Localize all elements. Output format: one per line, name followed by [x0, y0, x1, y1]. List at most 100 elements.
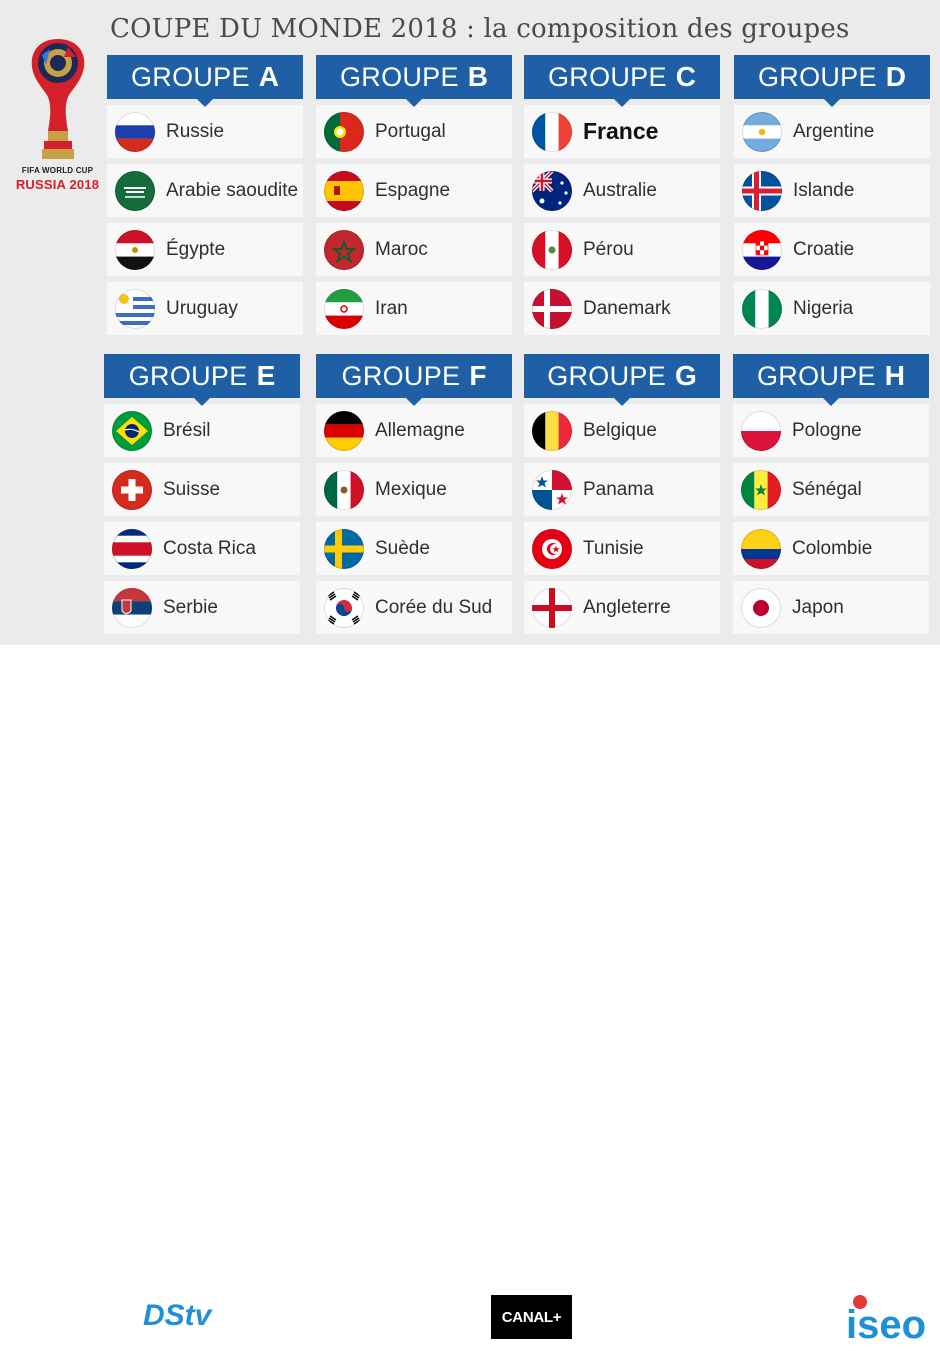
colombia-flag-icon — [741, 528, 781, 569]
group-word: GROUPE — [128, 360, 248, 391]
japan-flag-icon — [741, 587, 781, 628]
team-row-spain: Espagne — [316, 164, 512, 217]
team-row-uruguay: Uruguay — [107, 282, 303, 335]
team-name: Suisse — [163, 478, 221, 500]
group-c: GROUPE C France Australie Pérou Danemark — [524, 55, 720, 335]
group-e: GROUPE E Brésil Suisse Costa Rica Serbie — [104, 354, 300, 634]
team-name: Panama — [583, 478, 654, 500]
team-name: Iran — [375, 297, 408, 319]
croatia-flag-icon — [742, 229, 782, 270]
team-row-iran: Iran — [316, 282, 512, 335]
dstv-text: DStv — [143, 1299, 214, 1332]
group-f: GROUPE F Allemagne Mexique Suède Corée du Sud — [316, 354, 512, 634]
team-row-sweden: Suède — [316, 522, 512, 575]
logo-fifa-text: FIFA WORLD CUP — [21, 166, 94, 175]
poland-flag-icon — [741, 410, 781, 451]
team-row-serbia: Serbie — [104, 581, 300, 634]
team-row-switzerland: Suisse — [104, 463, 300, 516]
group-h: GROUPE H Pologne Sénégal Colombie Japon — [733, 354, 929, 634]
group-header: GROUPE D — [734, 55, 930, 107]
uruguay-flag-icon — [115, 288, 155, 329]
australia-flag-icon — [532, 170, 572, 211]
team-row-germany: Allemagne — [316, 404, 512, 457]
group-a: GROUPE A Russie Arabie saoudite Égypte Urugua… — [107, 55, 303, 335]
belgium-flag-icon — [532, 410, 572, 451]
team-row-senegal: Sénégal — [733, 463, 929, 516]
russia-flag-icon — [115, 111, 155, 152]
team-row-nigeria: Nigeria — [734, 282, 930, 335]
morocco-flag-icon — [324, 229, 364, 270]
england-flag-icon — [532, 587, 572, 628]
iceland-flag-icon — [742, 170, 782, 211]
group-word: GROUPE — [339, 61, 459, 92]
team-row-japan: Japon — [733, 581, 929, 634]
costa-rica-flag-icon — [112, 528, 152, 569]
page-title: COUPE DU MONDE 2018 : la composition des… — [110, 14, 850, 44]
team-row-peru: Pérou — [524, 223, 720, 276]
team-row-colombia: Colombie — [733, 522, 929, 575]
group-letter: F — [469, 360, 487, 391]
team-name: Pérou — [583, 238, 634, 260]
team-name: Colombie — [792, 537, 873, 559]
tunisia-flag-icon — [532, 528, 572, 569]
germany-flag-icon — [324, 410, 364, 451]
team-row-brazil: Brésil — [104, 404, 300, 457]
team-row-russia: Russie — [107, 105, 303, 158]
team-row-iceland: Islande — [734, 164, 930, 217]
team-name: Suède — [375, 537, 430, 559]
team-row-saudi-arabia: Arabie saoudite — [107, 164, 303, 217]
group-header: GROUPE E — [104, 354, 300, 406]
team-name: Serbie — [163, 596, 218, 618]
group-d: GROUPE D Argentine Islande Croatie Nigeria — [734, 55, 930, 335]
group-word: GROUPE — [547, 360, 667, 391]
team-row-australia: Australie — [524, 164, 720, 217]
team-name: Pologne — [792, 419, 862, 441]
dstv-logo: DStv — [143, 1297, 251, 1338]
group-header: GROUPE B — [316, 55, 512, 107]
group-letter: A — [258, 61, 280, 92]
team-name: Maroc — [375, 238, 428, 260]
team-name: Croatie — [793, 238, 855, 260]
team-name: Russie — [166, 120, 225, 142]
group-letter: B — [467, 61, 489, 92]
team-name: Uruguay — [166, 297, 238, 319]
team-name: Brésil — [163, 419, 211, 441]
main-board: COUPE DU MONDE 2018 : la composition des… — [0, 0, 940, 645]
group-word: GROUPE — [341, 360, 461, 391]
team-name: Tunisie — [583, 537, 644, 559]
group-header: GROUPE H — [733, 354, 929, 406]
trophy-icon — [31, 39, 85, 159]
iseo-logo: iseo — [842, 1288, 928, 1351]
group-header: GROUPE A — [107, 55, 303, 107]
senegal-flag-icon — [741, 469, 781, 510]
team-row-morocco: Maroc — [316, 223, 512, 276]
team-row-england: Angleterre — [524, 581, 720, 634]
team-name: Espagne — [375, 179, 451, 201]
saudi-arabia-flag-icon — [115, 170, 155, 211]
france-flag-icon — [532, 111, 572, 152]
argentina-flag-icon — [742, 111, 782, 152]
group-letter: H — [884, 360, 906, 391]
sweden-flag-icon — [324, 528, 364, 569]
group-letter: C — [675, 61, 697, 92]
group-letter: G — [675, 360, 697, 391]
team-name: France — [583, 118, 659, 144]
footer-sponsors: DStv CANAL+ iseo — [0, 645, 940, 1347]
team-name: Islande — [793, 179, 855, 201]
group-header: GROUPE G — [524, 354, 720, 406]
group-word: GROUPE — [756, 360, 876, 391]
team-name: Sénégal — [792, 478, 862, 500]
team-name: Argentine — [793, 120, 875, 142]
mexico-flag-icon — [324, 469, 364, 510]
group-header: GROUPE C — [524, 55, 720, 107]
team-name: Mexique — [375, 478, 447, 500]
team-name: Nigeria — [793, 297, 854, 319]
team-row-mexico: Mexique — [316, 463, 512, 516]
brazil-flag-icon — [112, 410, 152, 451]
egypt-flag-icon — [115, 229, 155, 270]
canal-plus-logo: CANAL+ — [491, 1295, 572, 1339]
south-korea-flag-icon — [324, 587, 364, 628]
team-row-south-korea: Corée du Sud — [316, 581, 512, 634]
team-row-costa-rica: Costa Rica — [104, 522, 300, 575]
group-b: GROUPE B Portugal Espagne Maroc Iran — [316, 55, 512, 335]
